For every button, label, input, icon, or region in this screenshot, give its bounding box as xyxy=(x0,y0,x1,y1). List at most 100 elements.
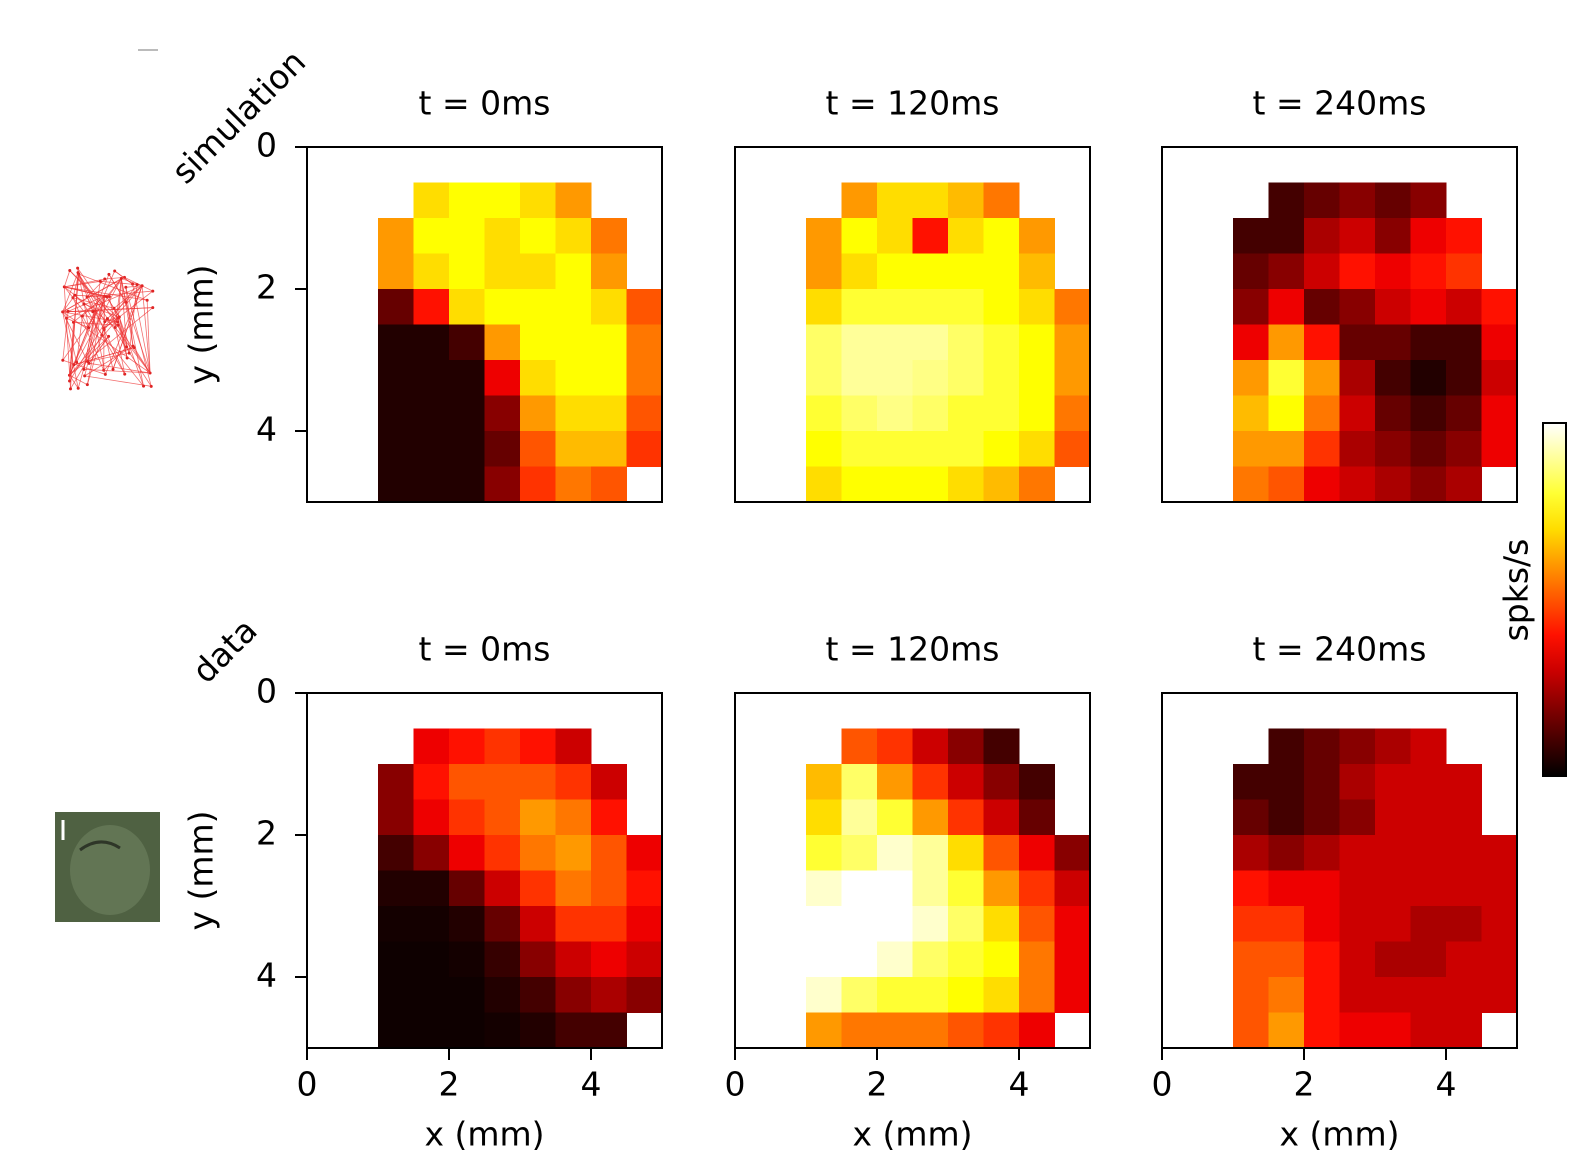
network-edge xyxy=(83,368,151,374)
heatmap-cell xyxy=(1054,324,1091,361)
network-edge xyxy=(66,317,89,328)
heatmap-cell xyxy=(378,431,414,467)
heatmap-cell xyxy=(1410,360,1447,396)
heatmap-cell xyxy=(520,182,556,219)
heatmap-cell xyxy=(1019,289,1055,325)
heatmap-cell xyxy=(912,324,949,361)
heatmap-cell xyxy=(1304,1012,1340,1049)
heatmap-cell xyxy=(1339,289,1376,325)
heatmap-cell xyxy=(1339,431,1376,467)
heatmap-cell xyxy=(1375,799,1411,836)
heatmap-cell xyxy=(948,870,984,907)
heatmap-cell xyxy=(1481,977,1518,1013)
heatmap-cell xyxy=(449,431,485,467)
photo-thumbnail xyxy=(55,812,160,922)
heatmap-cell xyxy=(413,253,450,290)
heatmap-cell xyxy=(484,360,521,396)
heatmap-cell xyxy=(1019,977,1055,1013)
panel-title: t = 120ms xyxy=(826,630,1000,669)
heatmap-cell xyxy=(1410,289,1447,325)
heatmap-cell xyxy=(912,941,949,978)
heatmap-cell xyxy=(1304,466,1340,503)
y-tick-label: 2 xyxy=(256,814,277,853)
heatmap-cell xyxy=(1304,764,1340,800)
heatmap-cell xyxy=(413,431,450,467)
network-edge xyxy=(84,375,152,387)
heatmap-cell xyxy=(948,218,984,254)
heatmap-cell xyxy=(983,906,1020,942)
heatmap-cell xyxy=(1019,360,1055,396)
heatmap-cell xyxy=(983,289,1020,325)
network-node xyxy=(68,387,72,391)
heatmap-cell xyxy=(1054,870,1091,907)
heatmap-cell xyxy=(877,835,913,871)
heatmap-cell xyxy=(841,218,878,254)
heatmap-cell xyxy=(591,253,627,290)
heatmap-cell xyxy=(449,799,485,836)
heatmap-cell xyxy=(555,977,592,1013)
heatmap-cell xyxy=(948,728,984,765)
heatmap-cell xyxy=(983,764,1020,800)
heatmap-cell xyxy=(1268,799,1305,836)
heatmap-cell xyxy=(484,941,521,978)
heatmap-cell xyxy=(1233,799,1269,836)
heatmap-cell xyxy=(983,324,1020,361)
network-node xyxy=(68,269,72,273)
heatmap-cell xyxy=(912,360,949,396)
heatmap-cell xyxy=(948,941,984,978)
heatmap-cell xyxy=(1446,799,1482,836)
heatmap-cell xyxy=(413,799,450,836)
heatmap-cell xyxy=(484,977,521,1013)
heatmap-cell xyxy=(520,1012,556,1049)
heatmap-cell xyxy=(1304,395,1340,432)
heatmap-cell xyxy=(1375,906,1411,942)
heatmap-cell xyxy=(877,289,913,325)
heatmap-cell xyxy=(1481,289,1518,325)
heatmap-cell xyxy=(1054,977,1091,1013)
heatmap-cell xyxy=(413,906,450,942)
heatmap-cell xyxy=(1410,1012,1447,1049)
heatmap-cell xyxy=(1019,906,1055,942)
heatmap-cell xyxy=(1446,431,1482,467)
heatmap-cell xyxy=(449,360,485,396)
network-edge xyxy=(108,296,126,375)
heatmap-cell xyxy=(378,799,414,836)
heatmap-cell xyxy=(1233,941,1269,978)
heatmap-cell xyxy=(877,324,913,361)
heatmap-cell xyxy=(983,431,1020,467)
heatmap-cell xyxy=(841,395,878,432)
heatmap-cell xyxy=(948,182,984,219)
heatmap-cell xyxy=(591,870,627,907)
heatmap-cell xyxy=(1339,182,1376,219)
network-edge xyxy=(62,278,122,361)
heatmap-cell xyxy=(912,764,949,800)
heatmap-cell xyxy=(983,360,1020,396)
heatmap-cell xyxy=(806,799,842,836)
heatmap-cell xyxy=(1233,324,1269,361)
heatmap-cell xyxy=(1268,431,1305,467)
heatmap-cell xyxy=(912,906,949,942)
network-edge xyxy=(78,273,104,329)
heatmap-cell xyxy=(555,218,592,254)
heatmap-cell xyxy=(912,182,949,219)
heatmap-cell xyxy=(877,728,913,765)
heatmap-cell xyxy=(841,906,878,942)
heatmap-cell xyxy=(378,360,414,396)
heatmap-cell xyxy=(1375,977,1411,1013)
heatmap-cell xyxy=(413,289,450,325)
heatmap-cell xyxy=(1268,764,1305,800)
network-edge xyxy=(77,296,105,389)
heatmap-cell xyxy=(520,799,556,836)
network-node xyxy=(105,317,109,321)
heatmap-cell xyxy=(983,182,1020,219)
x-tick-label: 2 xyxy=(1294,1065,1315,1104)
heatmap-cell xyxy=(806,764,842,800)
heatmap-cell xyxy=(877,1012,913,1049)
heatmap-cell xyxy=(1446,253,1482,290)
heatmap-cell xyxy=(449,395,485,432)
heatmap-cell xyxy=(1410,977,1447,1013)
heatmap-cell xyxy=(1304,360,1340,396)
heatmap-cell xyxy=(841,870,878,907)
heatmap-cell xyxy=(555,253,592,290)
